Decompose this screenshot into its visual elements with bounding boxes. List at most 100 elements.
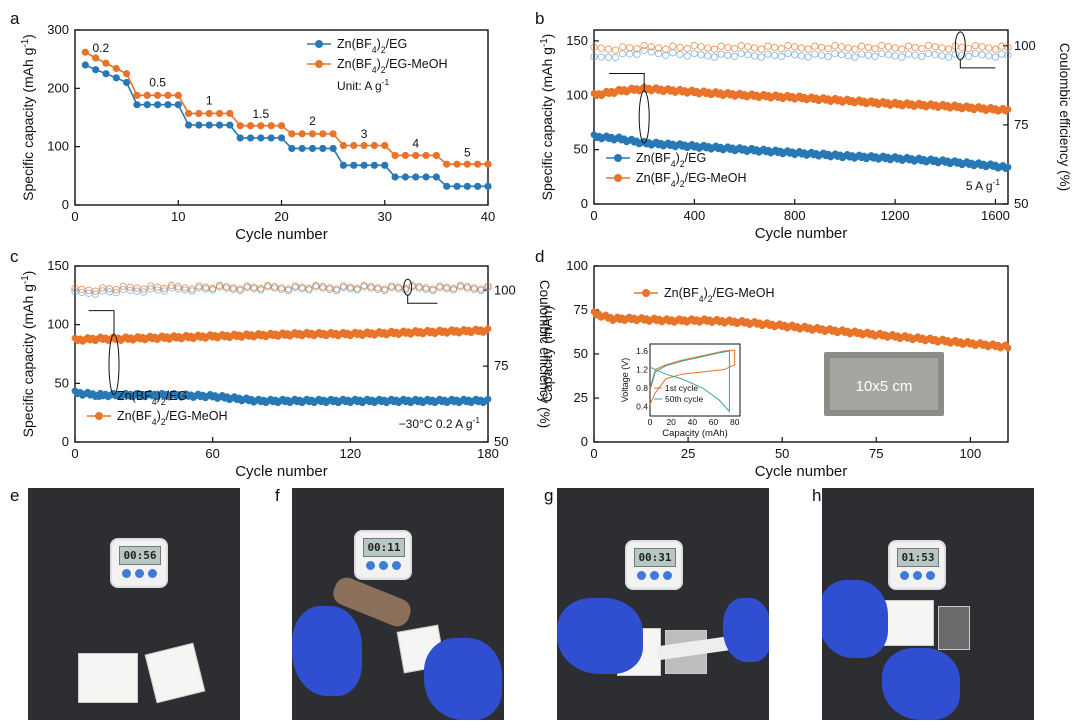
data-point: [604, 53, 612, 61]
data-point: [804, 53, 812, 61]
data-point: [453, 160, 461, 168]
y2-axis-label: Coulombic efficiency (%): [1057, 43, 1072, 191]
inset-x-tick-label: 40: [688, 417, 698, 427]
x-tick-label: 0: [71, 209, 78, 224]
data-point: [250, 285, 258, 293]
data-point: [387, 283, 396, 292]
data-point: [319, 284, 327, 292]
data-point: [381, 286, 389, 295]
data-point: [463, 182, 471, 190]
inset-legend-entry: 50th cycle: [665, 394, 704, 404]
data-point: [153, 283, 162, 291]
legend-entry: Zn(BF4)2/EG-MeOH: [117, 409, 227, 427]
y-axis-label: Specific capacity (mAh g-1): [539, 34, 556, 201]
x-axis-label: Cycle number: [755, 463, 848, 480]
inset-y-tick-label: 0.4: [636, 402, 648, 412]
data-point: [474, 160, 482, 168]
data-point: [944, 45, 953, 53]
data-point: [710, 53, 719, 61]
data-point: [291, 283, 299, 292]
x-tick-label: 400: [684, 208, 706, 223]
legend-swatch-marker: [614, 174, 622, 182]
data-point: [683, 44, 691, 53]
data-point: [590, 53, 598, 61]
data-point: [654, 44, 663, 52]
inset-x-tick-label: 60: [709, 417, 719, 427]
inset-x-tick-label: 0: [648, 417, 653, 427]
data-point: [884, 43, 893, 51]
y2-tick-label: 50: [494, 434, 508, 449]
data-point: [164, 91, 172, 99]
axis-pointer-oval: [638, 90, 650, 144]
series-line: [84, 51, 488, 165]
data-point: [717, 42, 725, 50]
data-point: [143, 91, 151, 99]
data-point: [633, 50, 641, 58]
x-axis-label: Cycle number: [235, 463, 328, 480]
data-point: [222, 282, 231, 291]
inset-x-tick-label: 80: [730, 417, 740, 427]
pouch-cell-label: 10x5 cm: [856, 378, 913, 395]
inset-curve: [649, 350, 730, 413]
legend-swatch-marker: [95, 412, 103, 420]
legend-swatch-marker: [315, 60, 323, 68]
data-point: [143, 101, 151, 109]
data-point: [412, 151, 420, 160]
timer-display: 01:53: [897, 548, 939, 567]
legend-entry: Zn(BF4)2/EG: [117, 389, 187, 407]
data-point: [243, 282, 251, 290]
y2-tick-label: 100: [494, 282, 516, 297]
data-point: [484, 160, 492, 168]
panel-label-c: c: [10, 247, 19, 266]
data-point: [991, 45, 1000, 53]
inset-curve: [649, 349, 736, 405]
x-tick-label: 1600: [981, 208, 1010, 223]
rate-label: 0.5: [149, 76, 166, 90]
data-point: [229, 285, 237, 294]
data-point: [1004, 43, 1012, 52]
data-point: [878, 49, 886, 58]
data-point: [978, 51, 986, 59]
data-point: [824, 52, 832, 61]
data-point: [401, 173, 409, 181]
timer-e: 00:56: [110, 538, 168, 588]
inset-y-tick-label: 0.8: [636, 383, 648, 393]
photo-e: 00:56: [28, 488, 240, 720]
y-tick-label: 0: [581, 196, 588, 211]
data-point: [771, 51, 779, 59]
data-point: [690, 41, 699, 50]
x-tick-label: 50: [775, 446, 789, 461]
data-point: [662, 51, 670, 59]
data-point: [329, 144, 337, 153]
data-point: [730, 44, 739, 53]
y-tick-label: 0: [581, 434, 588, 449]
data-point: [401, 151, 409, 160]
x-tick-label: 100: [960, 446, 982, 461]
data-point: [133, 101, 141, 109]
data-point: [360, 141, 368, 150]
data-point: [226, 121, 234, 129]
y-tick-label: 0: [62, 434, 69, 449]
data-point: [831, 41, 839, 50]
data-point: [924, 41, 933, 50]
condition-label: 5 A g-1: [966, 177, 1001, 193]
data-point: [102, 70, 110, 78]
data-point: [463, 160, 471, 168]
data-point: [791, 43, 799, 51]
data-point: [737, 49, 745, 58]
data-point: [257, 284, 265, 293]
data-point: [422, 285, 430, 294]
data-point: [737, 41, 745, 50]
cell-pad: [78, 653, 138, 703]
data-point: [991, 53, 1000, 61]
data-point: [477, 285, 485, 293]
data-point: [119, 282, 127, 291]
plot-frame-b: [593, 29, 1009, 205]
data-point: [931, 51, 939, 59]
data-point: [640, 41, 648, 50]
data-point: [184, 121, 193, 129]
data-point: [647, 43, 656, 51]
y-tick-label: 100: [47, 317, 69, 332]
data-point: [857, 42, 866, 50]
x-tick-label: 60: [205, 446, 219, 461]
